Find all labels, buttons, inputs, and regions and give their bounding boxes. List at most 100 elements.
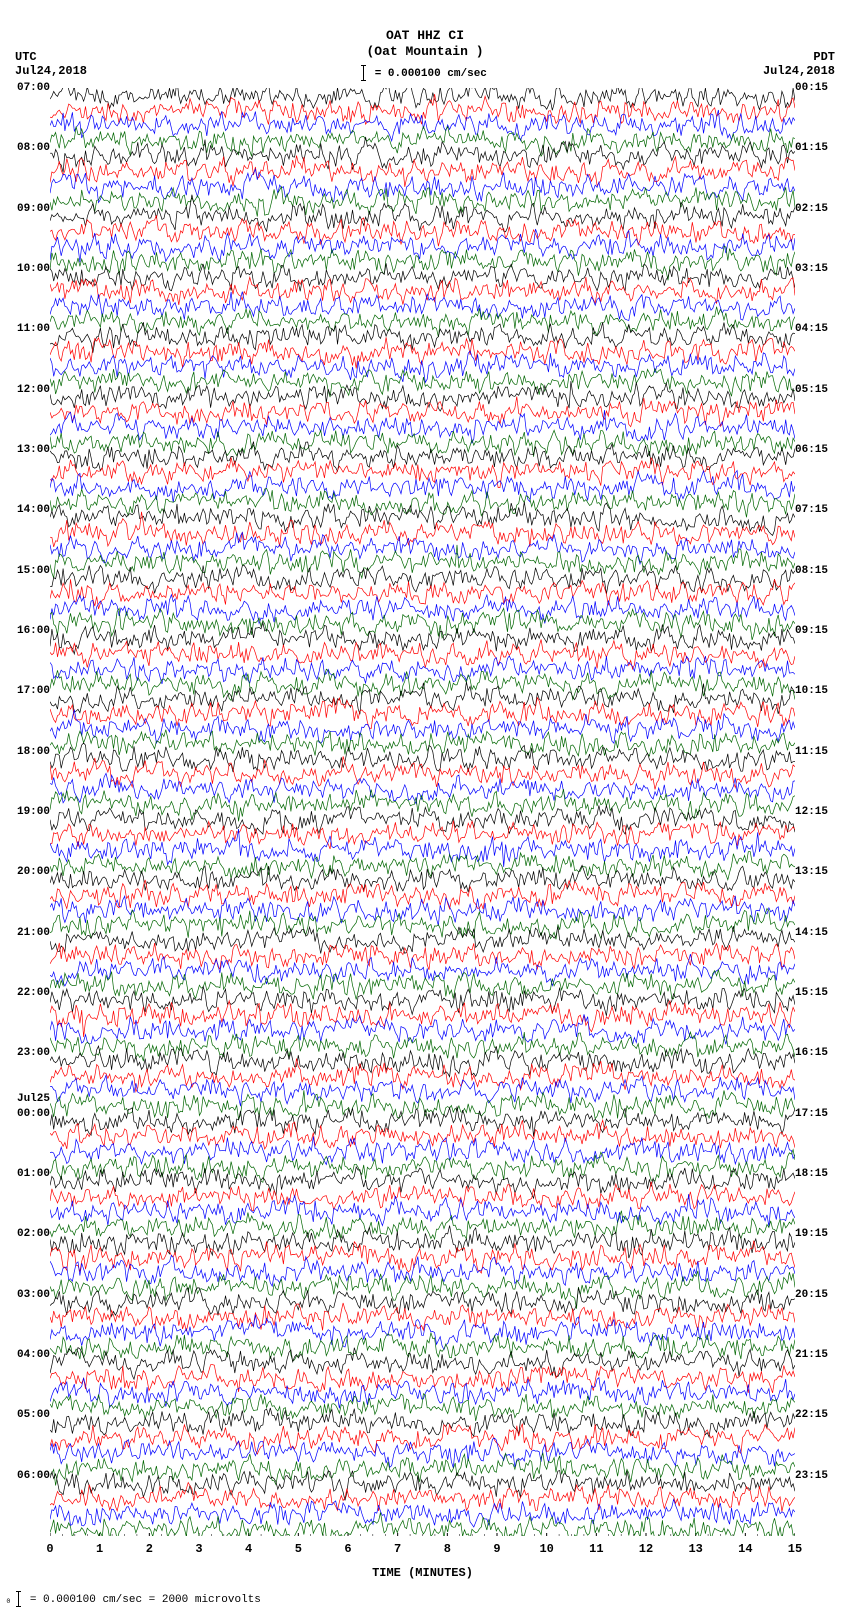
timezone-right: PDT Jul24,2018 xyxy=(763,50,835,79)
station-id: OAT HHZ CI xyxy=(0,28,850,44)
waveform-trace xyxy=(50,698,795,729)
pdt-label: 10:15 xyxy=(795,685,828,697)
waveform-trace xyxy=(50,565,795,594)
seismogram-container: UTC Jul24,2018 PDT Jul24,2018 OAT HHZ CI… xyxy=(0,0,850,1613)
waveform-trace xyxy=(50,926,795,953)
header: OAT HHZ CI (Oat Mountain ) = 0.000100 cm… xyxy=(0,0,850,81)
utc-label: 06:00 xyxy=(17,1470,50,1482)
waveform-trace xyxy=(50,1365,795,1393)
x-tick: 10 xyxy=(539,1542,553,1556)
pdt-label: 17:15 xyxy=(795,1108,828,1120)
waveform-trace xyxy=(50,127,795,157)
waveform-trace xyxy=(50,639,795,669)
x-tick: 4 xyxy=(245,1542,252,1556)
utc-label: 19:00 xyxy=(17,806,50,818)
waveform-trace xyxy=(50,595,795,624)
waveform-trace xyxy=(50,457,795,487)
pdt-label: 08:15 xyxy=(795,565,828,577)
waveform-trace xyxy=(50,852,795,880)
x-tick: 7 xyxy=(394,1542,401,1556)
pdt-label: 09:15 xyxy=(795,625,828,637)
waveform-trace xyxy=(50,381,795,411)
tz-right-label: PDT xyxy=(763,50,835,64)
waveform-trace xyxy=(50,1182,795,1211)
pdt-label: 00:15 xyxy=(795,82,828,94)
pdt-label: 22:15 xyxy=(795,1409,828,1421)
waveform-trace xyxy=(50,1394,795,1421)
x-tick: 0 xyxy=(46,1542,53,1556)
station-location: (Oat Mountain ) xyxy=(0,44,850,60)
waveform-trace xyxy=(50,1211,795,1239)
utc-label: 10:00 xyxy=(17,263,50,275)
x-tick: 3 xyxy=(195,1542,202,1556)
utc-label: 14:00 xyxy=(17,504,50,516)
waveform-trace xyxy=(50,1090,795,1119)
pdt-label: 06:15 xyxy=(795,444,828,456)
tz-left-date: Jul24,2018 xyxy=(15,64,87,78)
pdt-label: 02:15 xyxy=(795,203,828,215)
waveform-trace xyxy=(50,88,795,110)
pdt-label: 18:15 xyxy=(795,1168,828,1180)
utc-label: 03:00 xyxy=(17,1289,50,1301)
waveform-trace xyxy=(50,669,795,700)
utc-label: 08:00 xyxy=(17,142,50,154)
waveform-svg xyxy=(50,88,795,1536)
pdt-label: 13:15 xyxy=(795,866,828,878)
x-tick: 14 xyxy=(738,1542,752,1556)
x-tick: 13 xyxy=(688,1542,702,1556)
scale-bar-icon xyxy=(363,65,364,81)
waveform-trace xyxy=(50,710,795,744)
waveform-trace xyxy=(50,263,795,291)
pdt-label: 01:15 xyxy=(795,142,828,154)
waveform-trace xyxy=(50,756,795,789)
scale-text: = 0.000100 cm/sec xyxy=(375,68,487,80)
pdt-label: 07:15 xyxy=(795,504,828,516)
x-tick: 15 xyxy=(788,1542,802,1556)
utc-label: 12:00 xyxy=(17,384,50,396)
utc-label: 13:00 xyxy=(17,444,50,456)
x-tick: 12 xyxy=(639,1542,653,1556)
x-tick: 6 xyxy=(344,1542,351,1556)
x-tick-labels: 0123456789101112131415 xyxy=(50,1536,795,1552)
utc-label: 05:00 xyxy=(17,1409,50,1421)
waveform-trace xyxy=(50,865,795,892)
waveform-trace xyxy=(50,1424,795,1454)
x-tick: 8 xyxy=(444,1542,451,1556)
waveform-trace xyxy=(50,1271,795,1309)
waveform-trace xyxy=(50,430,795,456)
waveform-trace xyxy=(50,623,795,654)
pdt-label: 11:15 xyxy=(795,746,828,758)
x-axis-label: TIME (MINUTES) xyxy=(50,1566,795,1580)
waveform-trace xyxy=(50,1120,795,1149)
waveform-trace xyxy=(50,169,795,202)
scale-indicator: = 0.000100 cm/sec xyxy=(0,65,850,81)
waveform-trace xyxy=(50,215,795,246)
waveform-trace xyxy=(50,229,795,262)
pdt-label: 14:15 xyxy=(795,927,828,939)
utc-label: 02:00 xyxy=(17,1228,50,1240)
waveform-trace xyxy=(50,1032,795,1061)
utc-label: 23:00 xyxy=(17,1047,50,1059)
waveform-trace xyxy=(50,1499,795,1527)
waveform-trace xyxy=(50,1288,795,1317)
footer-bar-icon xyxy=(18,1591,19,1607)
waveform-trace xyxy=(50,682,795,714)
utc-label: 00:00 xyxy=(17,1108,50,1120)
utc-label: 17:00 xyxy=(17,685,50,697)
footer-marker: ₀ xyxy=(5,1594,12,1606)
x-tick: 5 xyxy=(295,1542,302,1556)
pdt-label: 04:15 xyxy=(795,323,828,335)
utc-label: 04:00 xyxy=(17,1349,50,1361)
waveform-trace xyxy=(50,1075,795,1106)
utc-time-labels: 07:0008:0009:0010:0011:0012:0013:0014:00… xyxy=(10,88,50,1536)
waveform-trace xyxy=(50,1255,795,1286)
x-tick: 9 xyxy=(493,1542,500,1556)
seismogram-plot xyxy=(50,88,795,1536)
tz-left-label: UTC xyxy=(15,50,87,64)
waveform-trace xyxy=(50,351,795,382)
waveform-trace xyxy=(50,442,795,472)
waveform-trace xyxy=(50,1106,795,1136)
waveform-trace xyxy=(50,805,795,834)
x-tick: 2 xyxy=(146,1542,153,1556)
tz-right-date: Jul24,2018 xyxy=(763,64,835,78)
